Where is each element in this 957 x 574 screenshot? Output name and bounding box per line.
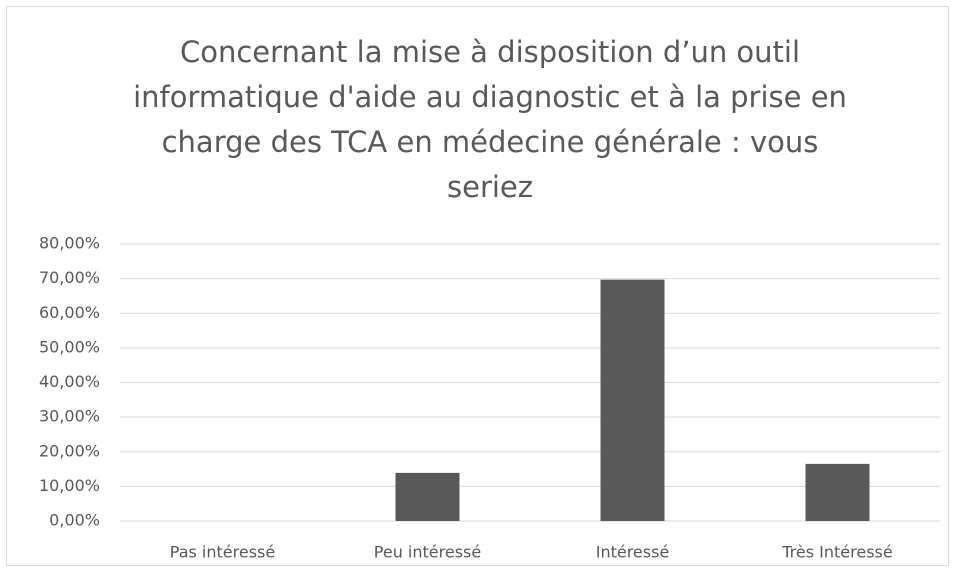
chart-frame <box>6 6 949 566</box>
y-tick-label: 20,00% <box>39 441 100 460</box>
bar <box>600 279 665 521</box>
y-tick-label: 70,00% <box>39 268 100 287</box>
y-tick-label: 80,00% <box>39 234 100 253</box>
y-tick-label: 40,00% <box>39 372 100 391</box>
x-tick-label: Peu intéressé <box>374 543 481 562</box>
y-tick-label: 30,00% <box>39 407 100 426</box>
y-tick-label: 0,00% <box>49 511 100 530</box>
y-tick-label: 50,00% <box>39 337 100 356</box>
bar <box>395 472 460 521</box>
bar <box>805 463 870 521</box>
x-tick-label: Très Intéressé <box>781 543 892 562</box>
x-tick-label: Pas intéressé <box>170 543 275 562</box>
y-tick-label: 10,00% <box>39 476 100 495</box>
chart-title: Concernant la mise à disposition d’un ou… <box>133 35 847 204</box>
y-tick-label: 60,00% <box>39 303 100 322</box>
x-tick-label: Intéressé <box>596 543 670 562</box>
